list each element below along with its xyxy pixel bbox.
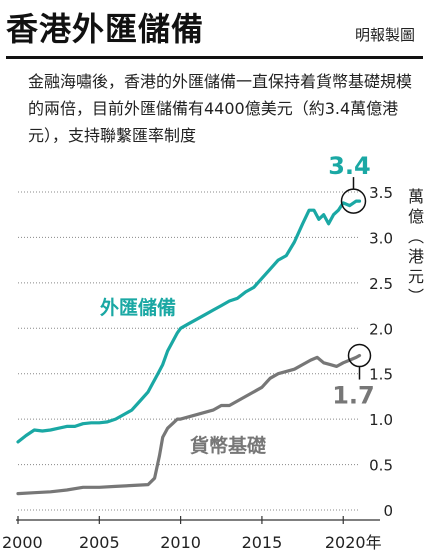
y-axis-label-char: 億 <box>408 207 424 226</box>
x-tick-label: 2015 <box>242 533 283 552</box>
y-tick-label: 0 <box>383 502 393 520</box>
credit-label: 明報製圖 <box>354 26 415 44</box>
description-text: 金融海嘯後，香港的外匯儲備一直保持着貨幣基礎規模的兩倍，目前外匯儲備有4400億… <box>28 72 413 145</box>
y-tick-label: 3.5 <box>369 184 393 202</box>
y-axis-label-char: 元 <box>408 267 424 286</box>
monetary-base-series-label: 貨幣基礎 <box>190 434 266 457</box>
x-tick-label: 2000 <box>2 533 43 552</box>
y-tick-label: 2.5 <box>369 275 393 293</box>
x-tick-label: 2005 <box>79 533 120 552</box>
y-tick-label: 2.0 <box>369 320 393 338</box>
y-axis-label-char: ︵ <box>408 227 424 246</box>
y-axis-label-char: 港 <box>408 247 424 266</box>
reserves-series-line <box>16 199 362 444</box>
x-tick-label: 2010 <box>160 533 201 552</box>
x-tick-label: 2020年 <box>325 533 382 552</box>
reserves-series-label: 外匯儲備 <box>100 296 176 319</box>
y-tick-label: 1.5 <box>369 366 393 384</box>
y-tick-label: 1.0 <box>369 411 393 429</box>
page-title: 香港外匯儲備 <box>6 10 205 48</box>
reserves-end-value: 3.4 <box>328 152 371 180</box>
title-divider <box>6 56 423 59</box>
monetary-base-end-value: 1.7 <box>332 382 375 410</box>
y-tick-label: 0.5 <box>369 457 393 475</box>
y-axis-label-char: ︶ <box>408 287 424 306</box>
monetary-base-series-line <box>16 353 362 496</box>
y-tick-label: 3.0 <box>369 229 393 247</box>
y-axis-label-char: 萬 <box>408 187 424 206</box>
